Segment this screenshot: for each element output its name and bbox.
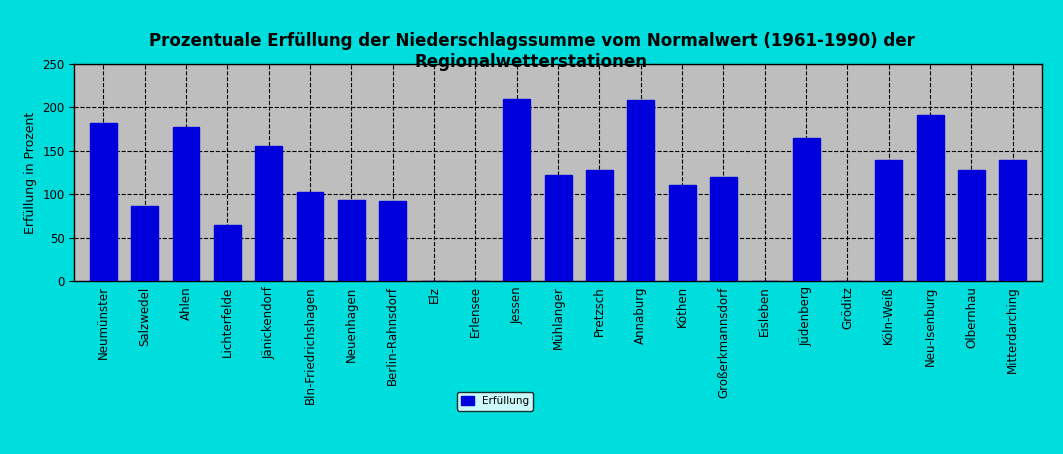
Bar <box>90 123 117 281</box>
Bar <box>669 185 695 281</box>
Bar <box>916 115 944 281</box>
Bar <box>214 225 241 281</box>
Bar <box>586 170 613 281</box>
Bar <box>627 100 654 281</box>
Bar <box>379 201 406 281</box>
Bar <box>338 200 365 281</box>
Bar <box>255 146 282 281</box>
Bar <box>793 138 820 281</box>
Y-axis label: Erfüllung in Prozent: Erfüllung in Prozent <box>23 111 37 234</box>
Legend: Erfüllung: Erfüllung <box>457 392 534 410</box>
Bar <box>503 99 530 281</box>
Bar <box>710 177 737 281</box>
Bar <box>172 127 200 281</box>
Bar <box>544 175 572 281</box>
Text: Prozentuale Erfüllung der Niederschlagssumme vom Normalwert (1961-1990) der
Regi: Prozentuale Erfüllung der Niederschlagss… <box>149 32 914 70</box>
Bar <box>875 160 902 281</box>
Bar <box>958 170 985 281</box>
Bar <box>297 192 323 281</box>
Bar <box>999 160 1026 281</box>
Bar <box>131 206 158 281</box>
